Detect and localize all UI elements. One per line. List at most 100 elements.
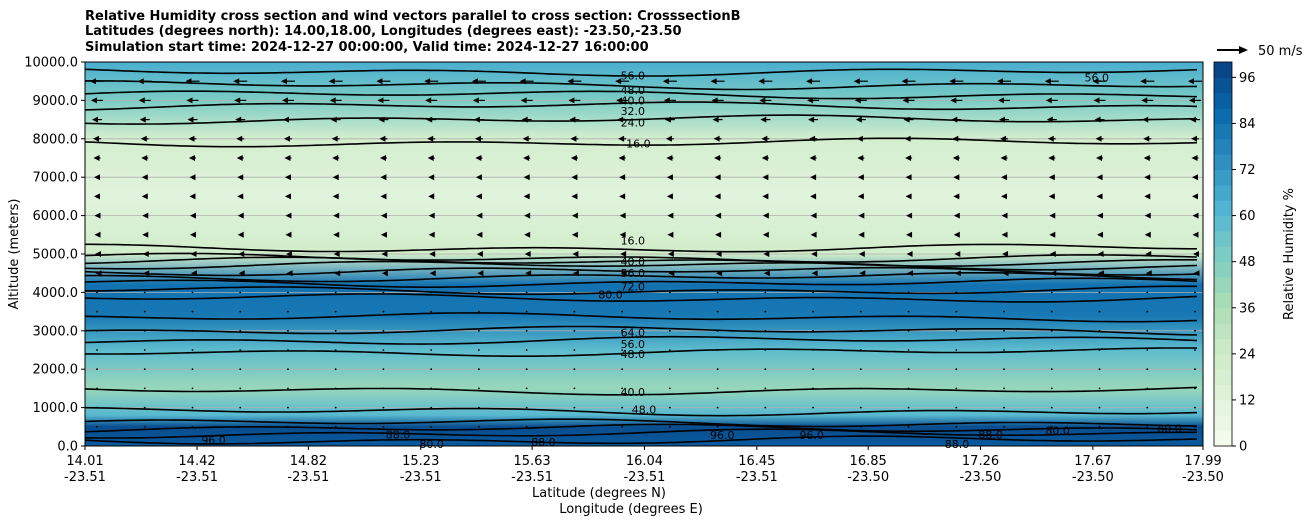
contour-line <box>85 418 1198 428</box>
wind-vector-head <box>477 270 484 277</box>
wind-vector-dot <box>430 349 433 351</box>
wind-vector-dot <box>716 349 719 351</box>
wind-vector-head <box>760 116 767 123</box>
colorbar-segment <box>1214 430 1232 447</box>
colorbar-tick-label: 12 <box>1239 393 1256 408</box>
contour-line <box>85 101 1198 111</box>
wind-vector-head <box>286 270 293 277</box>
wind-vector-dot <box>525 310 528 313</box>
contour-label: 16.0 <box>626 137 651 150</box>
wind-vector-head <box>1188 78 1194 85</box>
wind-vector-head <box>667 231 674 238</box>
wind-vector-dot <box>907 368 910 371</box>
wind-vector-head <box>716 270 723 277</box>
wind-vector-head <box>519 78 526 85</box>
wind-vector-head <box>189 212 196 219</box>
wind-vector-head <box>1093 97 1100 104</box>
contour-line <box>85 293 1198 303</box>
wind-vector-head <box>998 97 1005 104</box>
wind-vector-head <box>807 97 814 104</box>
y-tick-label: 10000.0 <box>24 56 78 71</box>
contour-label: 48.0 <box>621 84 646 97</box>
wind-vector-head <box>285 212 292 219</box>
wind-vector-dot <box>955 387 958 390</box>
contour-label: 40.0 <box>621 94 646 107</box>
wind-vector-dot <box>382 387 385 390</box>
x-axis-label-latitude: Latitude (degrees N) <box>532 486 666 501</box>
wind-vector-dot <box>1003 329 1005 332</box>
wind-vector-dot <box>287 349 289 351</box>
wind-vector-head <box>90 78 96 85</box>
x-tick-label-lon: -23.51 <box>287 470 329 485</box>
x-tick-label-lat: 15.63 <box>513 454 550 469</box>
x-axis: 14.01-23.5114.42-23.5114.82-23.5115.23-2… <box>64 446 1224 485</box>
wind-vector-dot <box>907 310 910 313</box>
wind-vector-head <box>142 212 149 219</box>
wind-vector-head <box>284 155 291 161</box>
wind-vector-dot <box>525 368 528 371</box>
y-tick-label: 1000.0 <box>33 401 79 416</box>
wind-vector-head <box>521 116 528 123</box>
wind-vector-head <box>142 251 149 257</box>
wind-vector-head <box>520 97 527 104</box>
y-tick-label: 9000.0 <box>33 94 79 109</box>
colorbar-tick-label: 60 <box>1239 209 1256 224</box>
wind-vector-head <box>523 155 530 161</box>
wind-vector-head <box>429 251 436 257</box>
contour-label: 40.0 <box>621 386 646 399</box>
wind-vector-head <box>999 116 1006 123</box>
wind-vector-head <box>141 155 148 161</box>
wind-vector-dot <box>96 425 98 428</box>
wind-vector-dot <box>573 329 576 332</box>
wind-vector-head <box>761 155 768 161</box>
wind-vector-head <box>663 97 670 104</box>
wind-vector-dot <box>478 387 480 390</box>
wind-vector-dot <box>1098 291 1101 294</box>
contour-label: 80.0 <box>1045 425 1070 438</box>
wind-vector-head <box>1193 270 1200 277</box>
wind-vector-dot <box>478 406 480 409</box>
wind-vector-dot <box>430 329 433 332</box>
wind-vector-head <box>810 174 817 181</box>
wind-vector-dot <box>239 291 242 294</box>
wind-vector-dot <box>430 387 433 390</box>
wind-vector-head <box>1095 135 1102 142</box>
contour-line <box>85 386 1198 396</box>
wind-vector-head <box>954 270 961 277</box>
wind-vector-dot <box>1050 329 1053 332</box>
colorbar-segment <box>1214 200 1232 217</box>
wind-vector-head <box>668 270 675 277</box>
wind-vector-head <box>666 174 673 181</box>
wind-vector-head <box>330 116 337 123</box>
contour-line <box>85 68 1198 77</box>
wind-vector-dot <box>287 329 289 332</box>
wind-vector-head <box>858 251 865 257</box>
wind-vector-dot <box>812 291 814 294</box>
x-tick-label-lat: 14.82 <box>290 454 327 469</box>
colorbar-tick-label: 0 <box>1239 440 1247 455</box>
wind-vector-head <box>571 174 578 181</box>
x-tick-label-lon: -23.51 <box>400 470 442 485</box>
wind-vector-head <box>1048 155 1055 161</box>
wind-vector-head <box>1193 251 1199 257</box>
wind-vector-dot <box>430 425 433 428</box>
contour-label: 40.0 <box>621 256 646 269</box>
quiver-key-label: 50 m/s <box>1258 44 1303 59</box>
contour-label: 88.0 <box>978 428 1003 441</box>
wind-vector-head <box>758 78 765 85</box>
wind-vector-head <box>472 97 479 104</box>
x-tick-label-lat: 14.01 <box>66 454 103 469</box>
wind-vector-dot <box>382 425 385 428</box>
chart-title-line-3: Simulation start time: 2024-12-27 00:00:… <box>85 40 649 55</box>
contour-label: 56.0 <box>621 267 646 280</box>
y-tick-label: 0.0 <box>57 440 78 455</box>
wind-vector-head <box>905 193 912 200</box>
wind-vector-head <box>715 212 722 219</box>
wind-vector-head <box>237 231 244 238</box>
wind-vector-dot <box>239 310 242 313</box>
wind-vector-head <box>424 78 431 85</box>
wind-vector-dot <box>1050 368 1053 371</box>
colorbar-segment <box>1214 399 1232 416</box>
wind-vector-head <box>1050 270 1057 277</box>
y-tick-label: 4000.0 <box>33 286 79 301</box>
